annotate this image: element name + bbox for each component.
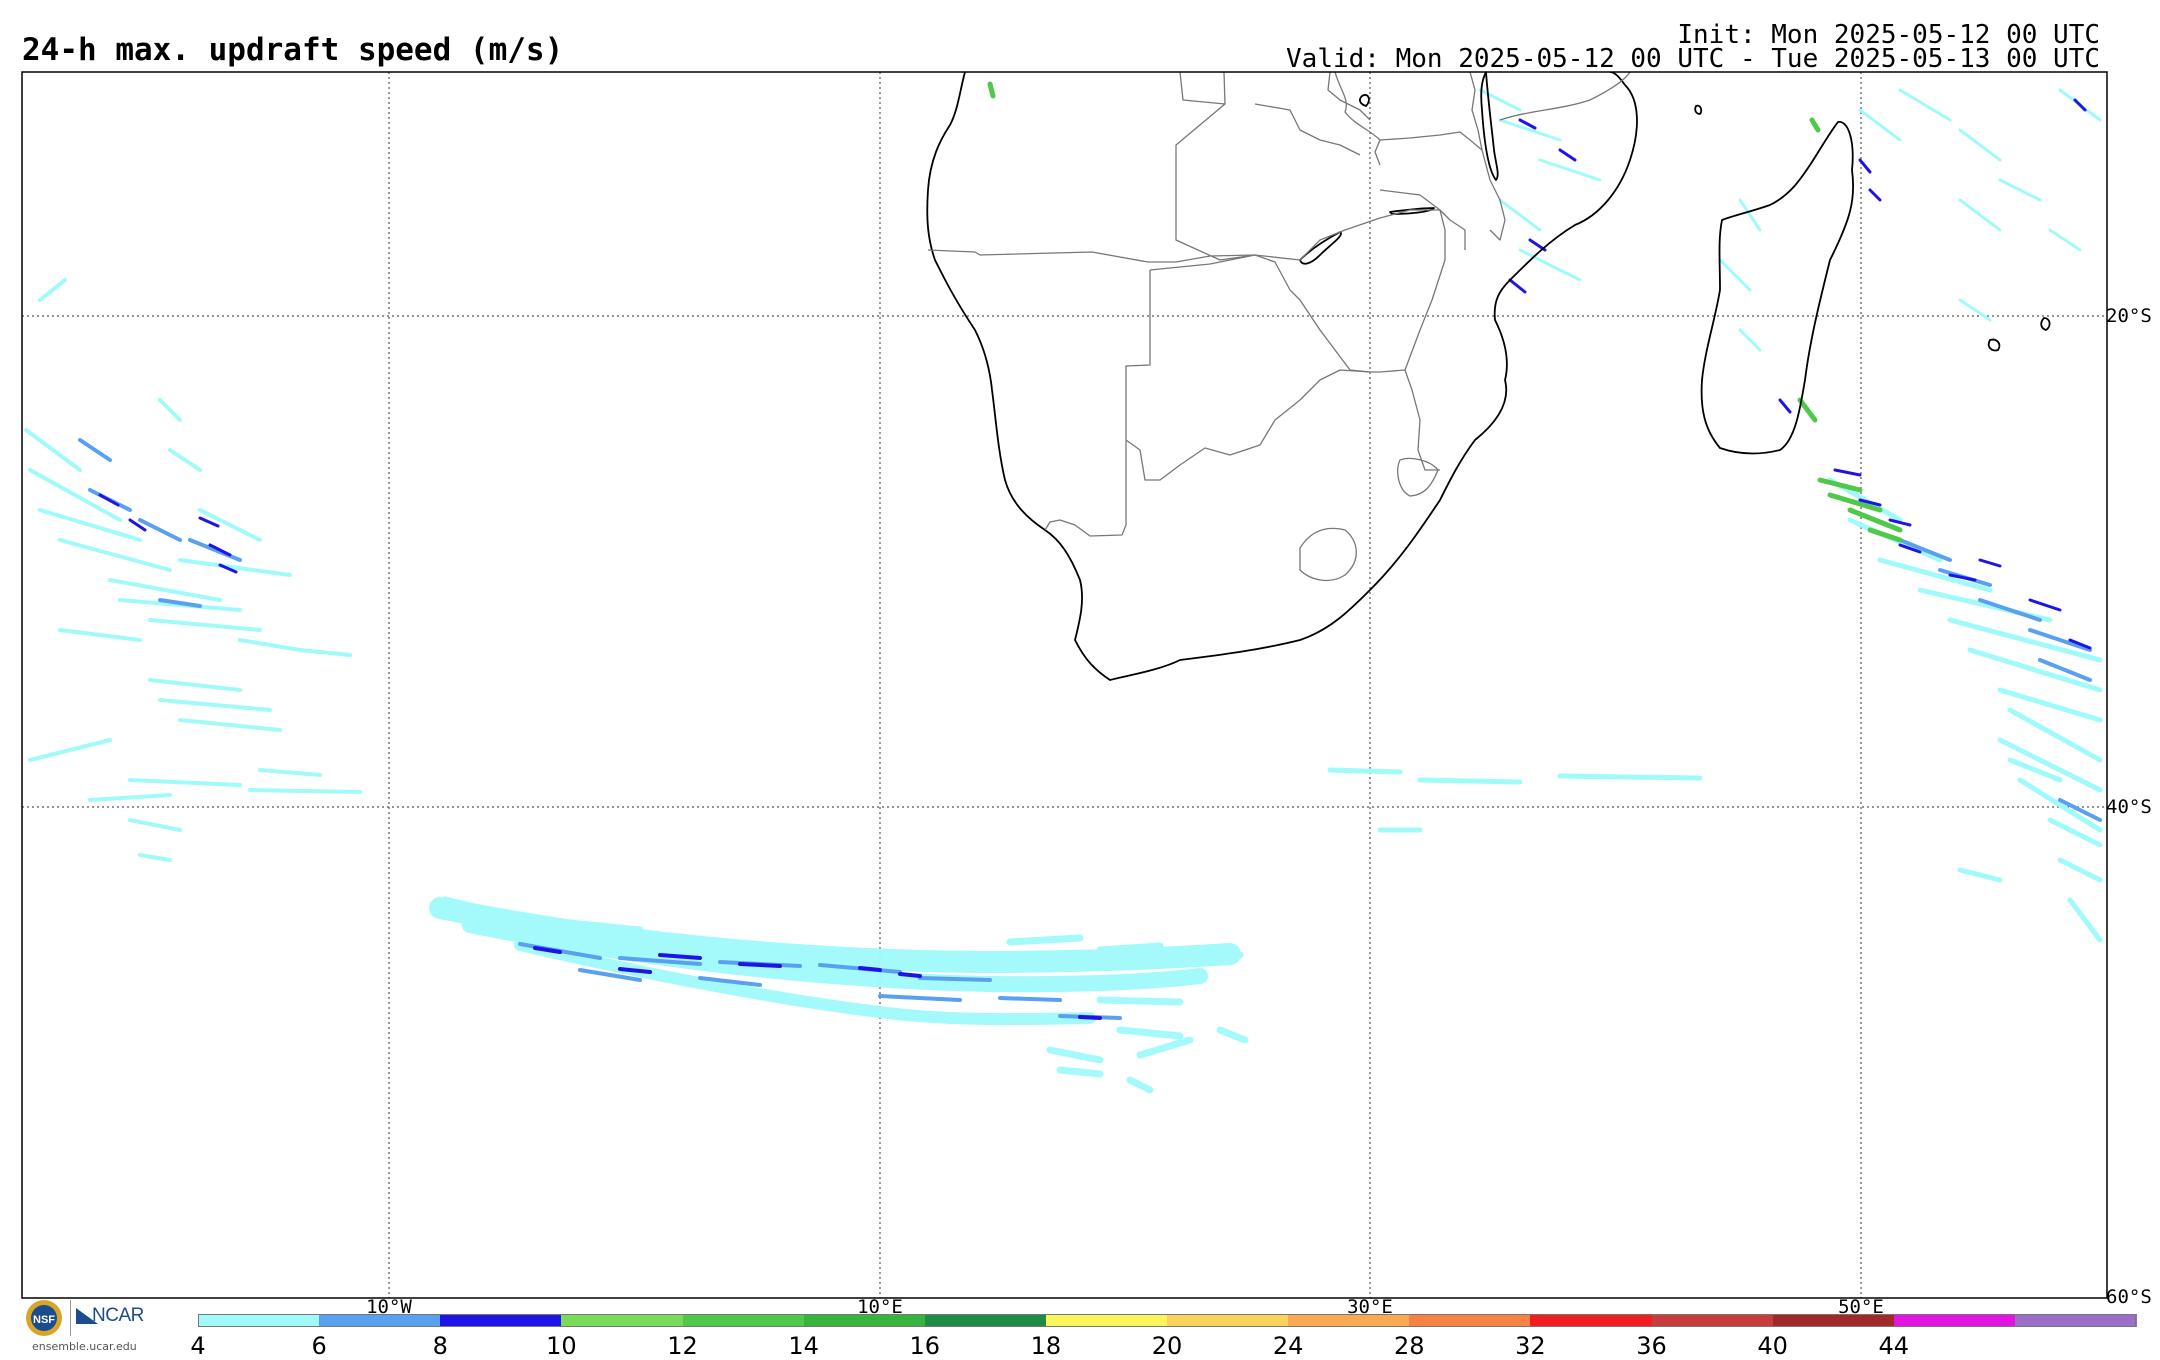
map-title: 24-h max. updraft speed (m/s) — [22, 32, 564, 68]
lon-label-10e: 10°E — [857, 1296, 903, 1318]
colorbar-segment — [1288, 1314, 1410, 1327]
border-drc-zambia — [1254, 103, 1361, 156]
graticule — [22, 72, 2107, 1298]
island-north — [1359, 94, 1370, 107]
plot-frame — [21, 71, 2108, 1299]
border-angola-north — [1179, 72, 1226, 105]
lon-label-30e: 30°E — [1347, 1296, 1393, 1318]
colorbar-label: 16 — [909, 1332, 941, 1360]
lake-cahora — [1389, 207, 1435, 215]
updraft-band-south-strong — [533, 946, 1102, 1020]
updraft-cluster-northeast-core — [1508, 98, 2087, 294]
border-mozambique-malawi — [1481, 149, 1506, 241]
border-zimbabwe-botswana — [1289, 289, 1371, 373]
nsf-seal-text: NSF — [33, 1314, 55, 1326]
updraft-band-madagascar-blue — [1778, 398, 1922, 554]
coastline-southern-africa — [926, 72, 1638, 681]
updraft-band-indian-ocean — [1327, 477, 2103, 943]
border-misc-north — [1327, 72, 1371, 121]
colorbar-label: 40 — [1757, 1332, 1788, 1360]
updraft-band-indian-ocean-strong — [1948, 558, 2092, 650]
border-lesotho — [1299, 527, 1357, 582]
updraft-field — [24, 81, 2103, 1094]
border-malawi-west — [1469, 72, 1483, 151]
colorbar-segment — [1651, 1314, 1774, 1327]
updraft-band-madagascar-green — [987, 81, 1903, 543]
colorbar-label: 36 — [1636, 1332, 1667, 1360]
colorbar-segment — [803, 1314, 926, 1327]
colorbar-label: 14 — [788, 1332, 819, 1360]
border-zambia-zimbabwe — [1254, 209, 1440, 261]
border-botswana-south-africa — [1125, 369, 1371, 481]
colorbar-segment — [440, 1314, 562, 1327]
logo-block: NSF NCAR ensemble.ucar.edu — [24, 1296, 164, 1354]
lon-label-50e: 50°E — [1838, 1296, 1884, 1318]
colorbar-segment — [561, 1314, 683, 1327]
border-zambia-north — [1334, 72, 1381, 166]
updraft-cluster-west-core — [78, 438, 242, 608]
colorbar-segment — [1045, 1314, 1168, 1327]
border-mozambique-tanzania — [1499, 72, 1631, 121]
colorbar-segment — [319, 1314, 441, 1327]
coastlines — [926, 72, 2051, 681]
coastline-madagascar — [1700, 121, 1855, 455]
colorbar-label: 24 — [1272, 1332, 1304, 1360]
colorbar-label: 32 — [1515, 1332, 1546, 1360]
colorbar-label: 4 — [190, 1332, 206, 1360]
island-reunion — [1987, 338, 2001, 352]
colorbar-segment — [682, 1314, 805, 1327]
colorbar-segment — [1772, 1314, 1895, 1327]
valid-time: Valid: Mon 2025-05-12 00 UTC - Tue 2025-… — [1286, 44, 2100, 74]
colorbar-segment — [2014, 1314, 2137, 1327]
border-angola-namibia — [927, 249, 1256, 263]
colorbar-segment — [1893, 1314, 2016, 1327]
updraft-cluster-northeast — [1478, 88, 2102, 352]
colorbar-label: 8 — [432, 1332, 448, 1360]
border-swaziland — [1397, 457, 1439, 497]
lon-label-10w: 10°W — [366, 1296, 412, 1318]
colorbar-label: 28 — [1393, 1332, 1425, 1360]
colorbar-label: 12 — [667, 1332, 698, 1360]
island-mauritius — [2040, 317, 2051, 331]
nsf-seal-icon: NSF — [26, 1300, 62, 1336]
border-south-africa-mozambique — [1404, 369, 1440, 471]
lat-label-40s: 40°S — [2106, 796, 2152, 818]
lat-label-60s: 60°S — [2106, 1286, 2152, 1308]
border-namibia-botswana — [1125, 270, 1151, 525]
updraft-cluster-west-strong — [98, 493, 238, 574]
lake-kariba — [1299, 231, 1342, 265]
colorbar-segment — [1409, 1314, 1531, 1327]
lat-label-20s: 20°S — [2106, 305, 2152, 327]
colorbar-label: 20 — [1151, 1332, 1183, 1360]
ncar-logo-text: NCAR — [92, 1305, 144, 1326]
island-comoros — [1694, 104, 1703, 115]
colorbar-segment — [924, 1314, 1047, 1327]
colorbar-segment — [1167, 1314, 1289, 1327]
colorbar-label: 10 — [546, 1332, 577, 1360]
lake-malawi — [1480, 72, 1499, 181]
logo-url: ensemble.ucar.edu — [32, 1340, 137, 1353]
border-zimbabwe-mozambique — [1370, 209, 1446, 373]
border-tanzania-zambia — [1379, 131, 1483, 151]
colorbar-label: 18 — [1030, 1332, 1062, 1360]
colorbar-segment — [198, 1314, 320, 1327]
colorbar-label: 44 — [1878, 1332, 1910, 1360]
updraft-band-south-atlantic — [429, 896, 1249, 1094]
border-namibia-south-africa — [1044, 519, 1127, 537]
border-angola-zambia — [1175, 103, 1256, 261]
colorbar-label: 6 — [311, 1332, 327, 1360]
colorbar-segment — [1530, 1314, 1652, 1327]
ncar-mark-icon — [76, 1308, 98, 1324]
init-time: Init: Mon 2025-05-12 00 UTC — [1677, 20, 2100, 50]
updraft-cluster-west — [24, 278, 362, 862]
border-mozambique-zambia — [1379, 189, 1466, 250]
logo-divider — [70, 1300, 71, 1336]
country-borders — [927, 72, 1631, 582]
